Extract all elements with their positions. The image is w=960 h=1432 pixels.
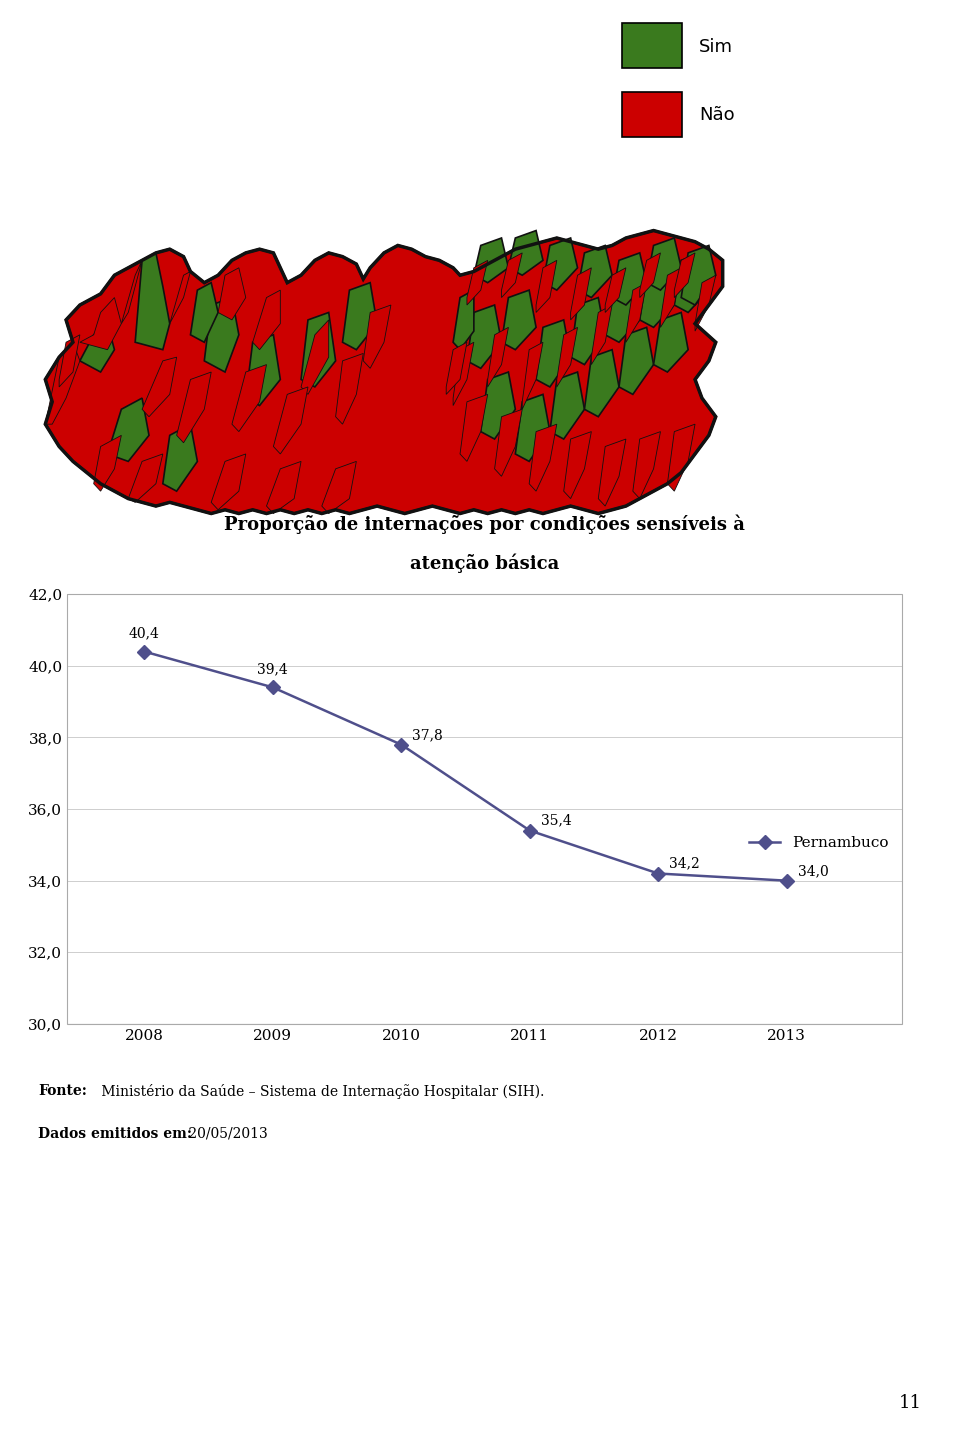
Polygon shape	[453, 291, 474, 349]
Polygon shape	[343, 282, 377, 349]
Text: 39,4: 39,4	[257, 662, 288, 676]
Polygon shape	[578, 245, 612, 298]
Polygon shape	[129, 454, 163, 503]
Polygon shape	[336, 354, 363, 424]
Text: 34,0: 34,0	[798, 863, 828, 878]
Text: 20/05/2013: 20/05/2013	[184, 1127, 268, 1141]
Polygon shape	[674, 253, 708, 312]
Polygon shape	[501, 291, 536, 349]
Polygon shape	[570, 298, 605, 365]
Polygon shape	[232, 365, 267, 431]
Text: 37,8: 37,8	[413, 727, 444, 742]
Polygon shape	[301, 312, 336, 387]
Polygon shape	[474, 238, 509, 282]
Text: Ministério da Saúde – Sistema de Internação Hospitalar (SIH).: Ministério da Saúde – Sistema de Interna…	[97, 1084, 544, 1098]
Polygon shape	[177, 372, 211, 442]
Polygon shape	[570, 268, 591, 319]
Polygon shape	[695, 275, 716, 331]
Text: Proporção de internações por condições sensíveis à: Proporção de internações por condições s…	[225, 514, 745, 534]
Polygon shape	[274, 387, 308, 454]
Polygon shape	[522, 342, 543, 410]
Polygon shape	[585, 349, 619, 417]
Text: 35,4: 35,4	[540, 813, 571, 828]
Polygon shape	[135, 253, 170, 349]
Polygon shape	[460, 394, 488, 461]
Text: 34,2: 34,2	[669, 856, 700, 871]
Polygon shape	[557, 328, 578, 387]
Polygon shape	[467, 305, 501, 368]
Legend: Pernambuco: Pernambuco	[743, 831, 895, 856]
Polygon shape	[619, 328, 654, 394]
Polygon shape	[591, 305, 612, 365]
Polygon shape	[674, 253, 695, 298]
Polygon shape	[667, 424, 695, 491]
Text: Fonte:: Fonte:	[38, 1084, 87, 1098]
Polygon shape	[211, 454, 246, 510]
Polygon shape	[45, 342, 80, 424]
Polygon shape	[80, 324, 114, 372]
Polygon shape	[605, 268, 626, 312]
Polygon shape	[170, 272, 190, 324]
Polygon shape	[163, 424, 198, 491]
Polygon shape	[660, 268, 682, 328]
Text: Sim: Sim	[699, 37, 732, 56]
Polygon shape	[363, 305, 391, 368]
Polygon shape	[45, 231, 723, 514]
Polygon shape	[301, 319, 328, 394]
Polygon shape	[536, 319, 570, 387]
Polygon shape	[494, 410, 522, 477]
Polygon shape	[246, 335, 280, 405]
Polygon shape	[108, 398, 149, 461]
Polygon shape	[453, 342, 474, 405]
Polygon shape	[612, 253, 647, 305]
Polygon shape	[501, 253, 522, 298]
Polygon shape	[204, 298, 239, 372]
Polygon shape	[218, 268, 246, 319]
FancyBboxPatch shape	[621, 23, 682, 69]
Polygon shape	[190, 282, 218, 342]
Polygon shape	[605, 282, 639, 342]
Polygon shape	[529, 424, 557, 491]
Polygon shape	[467, 261, 488, 305]
Polygon shape	[543, 238, 578, 291]
Polygon shape	[654, 312, 688, 372]
Text: 40,4: 40,4	[129, 626, 159, 640]
Text: Não: Não	[699, 106, 734, 123]
Polygon shape	[509, 231, 543, 275]
Polygon shape	[142, 357, 177, 417]
Polygon shape	[322, 461, 356, 514]
Polygon shape	[267, 461, 301, 514]
Text: 11: 11	[899, 1395, 922, 1412]
Polygon shape	[121, 261, 142, 324]
Polygon shape	[516, 394, 550, 461]
Polygon shape	[536, 261, 557, 312]
Polygon shape	[94, 435, 121, 491]
FancyBboxPatch shape	[621, 92, 682, 137]
Text: atenção básica: atenção básica	[410, 553, 560, 573]
Polygon shape	[682, 245, 716, 305]
Polygon shape	[550, 372, 585, 440]
Polygon shape	[598, 440, 626, 505]
Polygon shape	[60, 335, 80, 387]
Polygon shape	[633, 431, 660, 498]
Polygon shape	[80, 298, 121, 349]
Polygon shape	[639, 268, 674, 328]
Polygon shape	[626, 282, 647, 342]
Polygon shape	[481, 372, 516, 440]
Polygon shape	[488, 328, 509, 387]
Polygon shape	[564, 431, 591, 498]
Polygon shape	[252, 291, 280, 349]
Polygon shape	[446, 342, 467, 394]
Polygon shape	[647, 238, 682, 291]
Polygon shape	[639, 253, 660, 298]
Text: Dados emitidos em:: Dados emitidos em:	[38, 1127, 192, 1141]
